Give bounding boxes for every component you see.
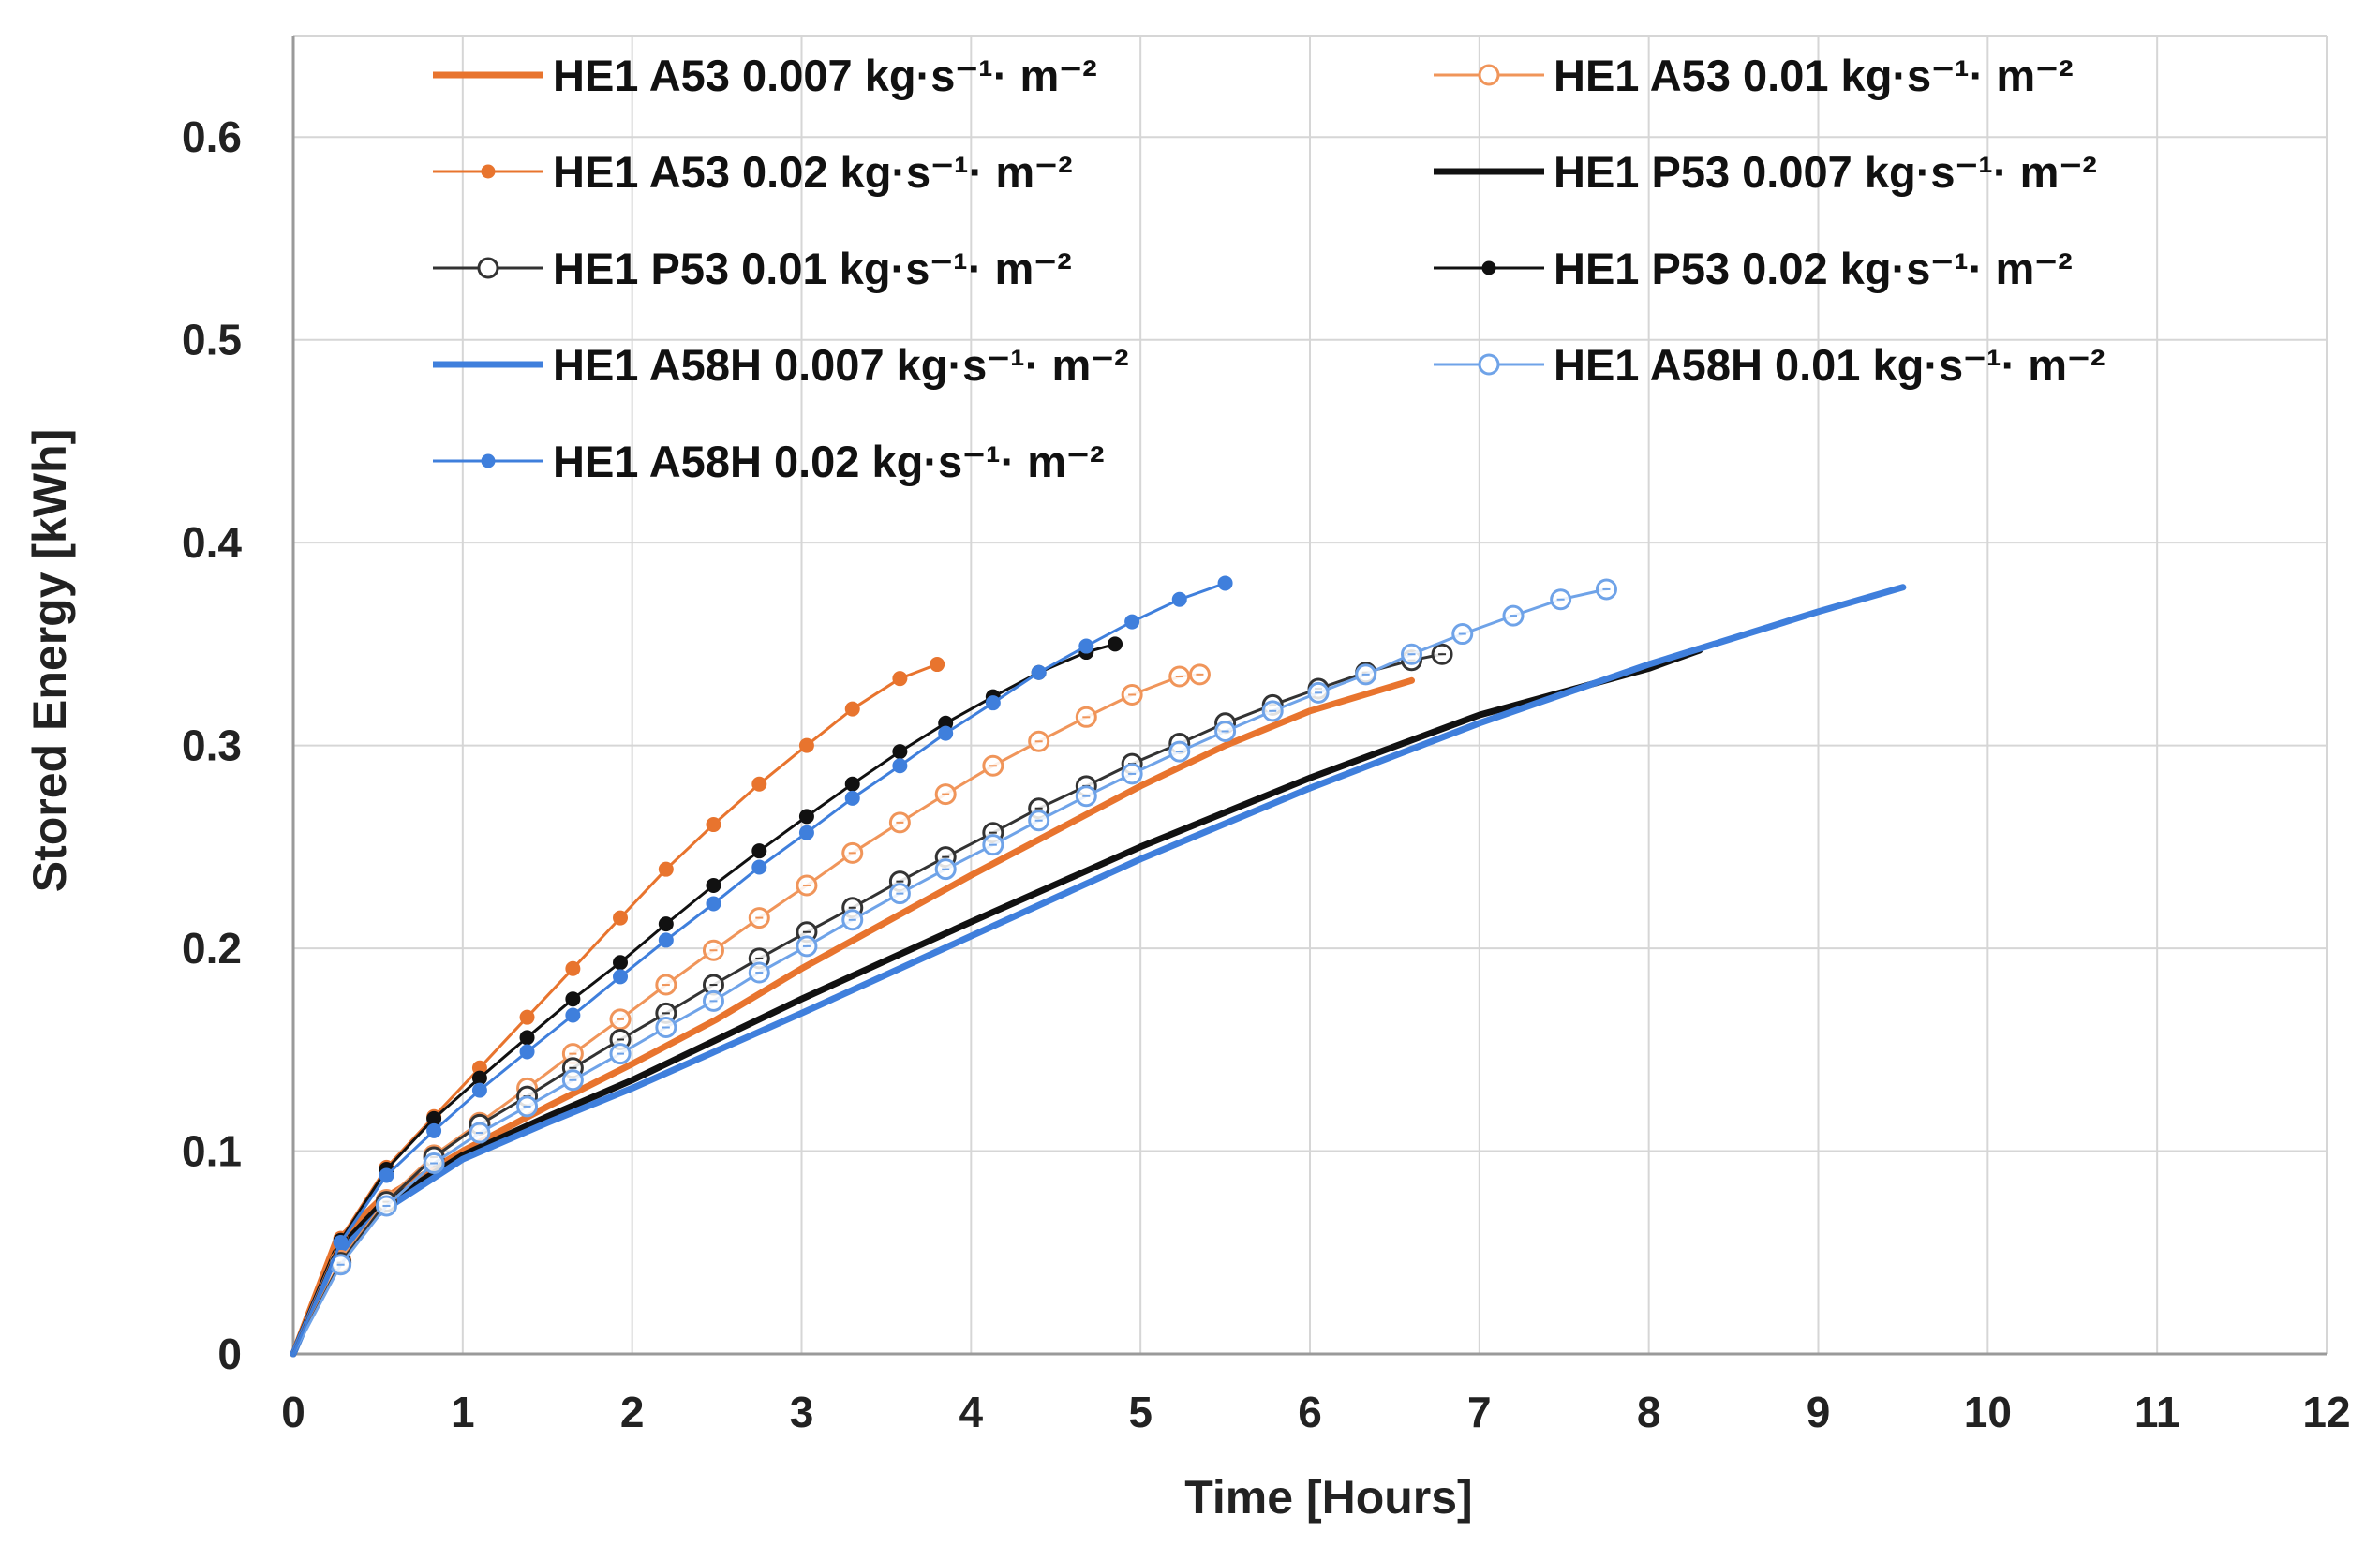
- data-point: [892, 744, 908, 760]
- data-point: [892, 671, 908, 687]
- data-point: [930, 657, 945, 673]
- x-tick-label-0: 0: [281, 1388, 305, 1436]
- data-point: [706, 877, 721, 893]
- legend-swatch-marker: [1481, 260, 1496, 275]
- legend-swatch-marker: [481, 453, 496, 468]
- y-tick-label-3: 0.3: [182, 721, 242, 770]
- data-point: [658, 861, 674, 877]
- data-point: [1171, 591, 1187, 607]
- data-point: [844, 701, 860, 717]
- data-point: [844, 776, 860, 792]
- data-point: [751, 843, 767, 859]
- data-point: [613, 910, 629, 926]
- data-point: [613, 955, 629, 971]
- data-point: [519, 1044, 535, 1060]
- y-tick-label-5: 0.5: [182, 316, 242, 364]
- legend-swatch-marker: [1478, 353, 1500, 376]
- data-point: [333, 1234, 349, 1250]
- x-tick-label-1: 1: [451, 1388, 475, 1436]
- axes: [291, 36, 2327, 1356]
- series-he1-a58h-0-02-kg-s-m: [291, 575, 1233, 1356]
- data-point: [706, 817, 721, 833]
- legend: HE1 A53 0.007 kg·s⁻¹· m⁻² HE1 A53 0.01 kg…: [433, 51, 2105, 486]
- legend-swatch-marker: [477, 257, 499, 279]
- data-point: [565, 991, 581, 1007]
- data-point: [658, 932, 674, 948]
- legend-entry-he1-a58h-0-02-kg-s-m: HE1 A58H 0.02 kg·s⁻¹· m⁻²: [433, 437, 1105, 486]
- series-layer: [290, 575, 1907, 1358]
- legend-label: HE1 A58H 0.01 kg·s⁻¹· m⁻²: [1554, 340, 2105, 390]
- legend-entry-he1-p53-0-007-kg-s-m: HE1 P53 0.007 kg·s⁻¹· m⁻²: [1434, 147, 2097, 197]
- legend-label: HE1 A58H 0.02 kg·s⁻¹· m⁻²: [553, 437, 1105, 486]
- legend-swatch-marker: [1478, 64, 1500, 86]
- data-point: [658, 916, 674, 932]
- data-point: [565, 1007, 581, 1023]
- data-point: [519, 1009, 535, 1025]
- x-tick-label-9: 9: [1807, 1388, 1831, 1436]
- y-tick-label-0: 0: [217, 1330, 242, 1378]
- data-point: [1124, 614, 1140, 630]
- data-point: [798, 825, 814, 840]
- data-point: [1031, 664, 1047, 680]
- series-he1-a58h-0-01-kg-s-m: [291, 578, 1617, 1356]
- data-point: [751, 776, 767, 792]
- x-tick-label-10: 10: [1964, 1388, 2012, 1436]
- legend-label: HE1 A53 0.02 kg·s⁻¹· m⁻²: [553, 147, 1073, 197]
- legend-label: HE1 P53 0.01 kg·s⁻¹· m⁻²: [553, 244, 1072, 293]
- x-tick-label-12: 12: [2302, 1388, 2350, 1436]
- data-point: [706, 896, 721, 912]
- legend-label: HE1 A58H 0.007 kg·s⁻¹· m⁻²: [553, 340, 1129, 390]
- legend-entry-he1-a53-0-02-kg-s-m: HE1 A53 0.02 kg·s⁻¹· m⁻²: [433, 147, 1073, 197]
- series-he1-a53-0-01-kg-s-m: [291, 663, 1211, 1356]
- legend-label: HE1 A53 0.01 kg·s⁻¹· m⁻²: [1554, 51, 2074, 100]
- x-tick-label-2: 2: [620, 1388, 645, 1436]
- data-point: [565, 960, 581, 976]
- x-tick-label-11: 11: [2135, 1388, 2180, 1436]
- data-point: [798, 737, 814, 753]
- legend-entry-he1-p53-0-01-kg-s-m: HE1 P53 0.01 kg·s⁻¹· m⁻²: [433, 244, 1072, 293]
- data-point: [1078, 638, 1094, 654]
- x-tick-label-4: 4: [959, 1388, 984, 1436]
- x-tick-label-7: 7: [1467, 1388, 1492, 1436]
- data-point: [892, 758, 908, 774]
- data-point: [938, 725, 954, 741]
- x-tick-label-8: 8: [1637, 1388, 1661, 1436]
- legend-entry-he1-a53-0-01-kg-s-m: HE1 A53 0.01 kg·s⁻¹· m⁻²: [1434, 51, 2074, 100]
- data-point: [379, 1167, 394, 1183]
- legend-entry-he1-p53-0-02-kg-s-m: HE1 P53 0.02 kg·s⁻¹· m⁻²: [1434, 244, 2073, 293]
- y-tick-label-2: 0.2: [182, 924, 242, 973]
- data-point: [426, 1122, 442, 1138]
- x-tick-label-6: 6: [1298, 1388, 1322, 1436]
- y-axis-title: Stored Energy [kWh]: [23, 429, 76, 892]
- legend-label: HE1 A53 0.007 kg·s⁻¹· m⁻²: [553, 51, 1097, 100]
- data-point: [751, 859, 767, 875]
- data-point: [1108, 636, 1123, 652]
- data-point: [519, 1030, 535, 1046]
- data-point: [1217, 575, 1233, 591]
- y-tick-label-6: 0.6: [182, 112, 242, 161]
- data-point: [471, 1082, 487, 1098]
- y-tick-label-4: 0.4: [182, 518, 242, 567]
- legend-entry-he1-a53-0-007-kg-s-m: HE1 A53 0.007 kg·s⁻¹· m⁻²: [433, 51, 1097, 100]
- x-tick-label-5: 5: [1128, 1388, 1153, 1436]
- legend-swatch-marker: [481, 164, 496, 179]
- y-tick-label-1: 0.1: [182, 1127, 242, 1176]
- data-point: [613, 969, 629, 985]
- x-tick-label-3: 3: [790, 1388, 814, 1436]
- data-point: [798, 809, 814, 825]
- legend-entry-he1-a58h-0-007-kg-s-m: HE1 A58H 0.007 kg·s⁻¹· m⁻²: [433, 340, 1129, 390]
- data-point: [844, 790, 860, 806]
- x-axis-title: Time [Hours]: [1184, 1471, 1472, 1524]
- data-point: [985, 695, 1001, 711]
- legend-label: HE1 P53 0.02 kg·s⁻¹· m⁻²: [1554, 244, 2073, 293]
- legend-label: HE1 P53 0.007 kg·s⁻¹· m⁻²: [1554, 147, 2097, 197]
- legend-entry-he1-a58h-0-01-kg-s-m: HE1 A58H 0.01 kg·s⁻¹· m⁻²: [1434, 340, 2105, 390]
